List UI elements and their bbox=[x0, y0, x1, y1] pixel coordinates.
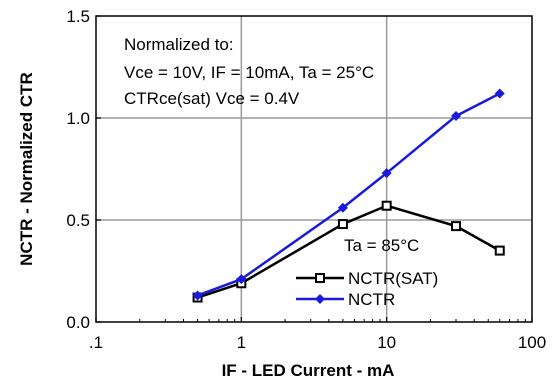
legend-label-nctr: NCTR bbox=[348, 290, 395, 309]
data-point-nctr bbox=[451, 110, 462, 121]
data-point-nctr-sat bbox=[494, 245, 505, 256]
series bbox=[192, 88, 505, 303]
series-line-nctr-sat bbox=[197, 204, 501, 299]
series-line-nctr bbox=[197, 92, 501, 297]
x-tick-label: 100 bbox=[518, 333, 546, 352]
annotation-temperature: Ta = 85°C bbox=[344, 236, 419, 255]
y-tick-label: 1.0 bbox=[66, 109, 90, 128]
legend-marker-nctr bbox=[315, 294, 325, 304]
x-axis-title: IF - LED Current - mA bbox=[222, 361, 395, 380]
y-tick-label: 0.0 bbox=[66, 313, 90, 332]
data-point-nctr bbox=[494, 88, 505, 99]
x-tick-label: .1 bbox=[89, 333, 103, 352]
legend-label-nctr-sat: NCTR(SAT) bbox=[348, 269, 438, 288]
data-point-nctr bbox=[192, 290, 203, 301]
data-point-nctr-sat bbox=[451, 221, 462, 232]
legend: NCTR(SAT) NCTR bbox=[296, 269, 438, 309]
data-point-nctr bbox=[381, 168, 392, 179]
y-tick-label: 0.5 bbox=[66, 211, 90, 230]
x-tick-label: 10 bbox=[377, 333, 396, 352]
grid bbox=[96, 16, 532, 322]
data-point-nctr-sat bbox=[337, 219, 348, 230]
data-point-nctr bbox=[236, 274, 247, 285]
data-point-nctr bbox=[337, 202, 348, 213]
annotation-normalized-to: Normalized to: bbox=[124, 35, 234, 54]
plot-frame bbox=[95, 15, 533, 323]
annotation-ctr-sat: CTRce(sat) Vce = 0.4V bbox=[124, 89, 300, 108]
data-point-nctr-sat bbox=[381, 200, 392, 211]
axis-ticks: .1 1 10 100 0.0 0.5 1.0 1.5 bbox=[66, 7, 546, 352]
x-tick-label: 1 bbox=[237, 333, 246, 352]
annotations: Normalized to: Vce = 10V, IF = 10mA, Ta … bbox=[124, 35, 419, 255]
legend-marker-nctr-sat bbox=[315, 273, 325, 283]
y-tick-label: 1.5 bbox=[66, 7, 90, 26]
y-axis-title: NCTR - Normalized CTR bbox=[17, 72, 36, 266]
annotation-conditions: Vce = 10V, IF = 10mA, Ta = 25°C bbox=[124, 63, 374, 82]
